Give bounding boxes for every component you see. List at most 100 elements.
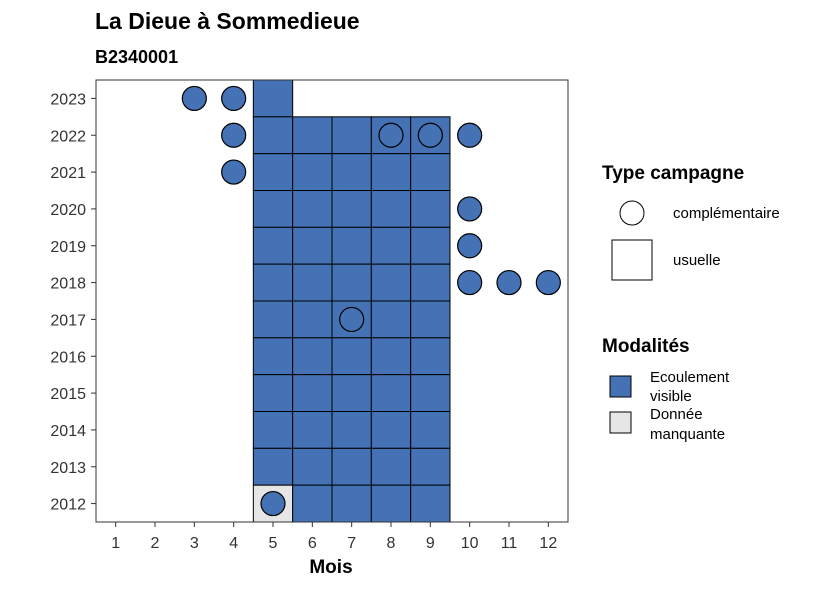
cell-usuelle-2015-6 bbox=[292, 374, 333, 412]
cell-usuelle-2023-5 bbox=[252, 79, 294, 118]
cell-usuelle-2019-5 bbox=[252, 226, 294, 265]
x-tick-label: 2 bbox=[151, 535, 160, 552]
cell-usuelle-2014-9 bbox=[410, 411, 451, 449]
point-complementaire-2022-8 bbox=[378, 122, 404, 148]
x-tick-label: 12 bbox=[539, 535, 557, 552]
cell-usuelle-2013-6 bbox=[292, 447, 333, 486]
cell-usuelle-2015-9 bbox=[410, 374, 451, 412]
x-tick-label: 1 bbox=[111, 535, 120, 552]
cell-usuelle-2013-9 bbox=[410, 447, 451, 486]
point-complementaire-2022-9 bbox=[417, 122, 443, 148]
cell-usuelle-2020-8 bbox=[370, 190, 412, 228]
cell-usuelle-2015-8 bbox=[370, 374, 412, 412]
cell-usuelle-2017-9 bbox=[410, 300, 451, 339]
cell-usuelle-2021-9 bbox=[410, 153, 451, 192]
point-complementaire-2018-10 bbox=[457, 269, 483, 296]
legend-square-symbol bbox=[611, 239, 653, 281]
legend-campaign-label: usuelle bbox=[673, 252, 721, 269]
cell-usuelle-2018-9 bbox=[410, 263, 451, 302]
x-tick-label: 3 bbox=[190, 535, 199, 552]
cell-usuelle-2020-5 bbox=[252, 190, 294, 228]
cell-usuelle-2018-5 bbox=[252, 263, 294, 302]
cell-usuelle-2021-8 bbox=[370, 153, 412, 192]
cell-usuelle-2020-9 bbox=[410, 190, 451, 228]
legend-modalities-title: Modalités bbox=[602, 336, 690, 357]
point-complementaire-2018-12 bbox=[535, 269, 561, 296]
y-tick-label: 2019 bbox=[50, 239, 86, 256]
y-tick-label: 2022 bbox=[50, 128, 86, 145]
cell-usuelle-2021-7 bbox=[331, 153, 372, 192]
cell-usuelle-2014-7 bbox=[331, 411, 372, 449]
cell-usuelle-2017-5 bbox=[252, 300, 294, 339]
x-tick-label: 4 bbox=[229, 535, 238, 552]
cell-usuelle-2016-6 bbox=[292, 337, 333, 376]
point-complementaire-2020-10 bbox=[457, 196, 483, 222]
x-tick-label: 10 bbox=[461, 535, 479, 552]
y-tick-label: 2012 bbox=[50, 497, 86, 514]
cell-usuelle-2015-7 bbox=[331, 374, 372, 412]
cell-usuelle-2022-7 bbox=[331, 116, 372, 155]
cell-usuelle-2018-7 bbox=[331, 263, 372, 302]
cell-usuelle-2020-7 bbox=[331, 190, 372, 228]
legend-modalities: Modalités Ecoulement visible Donnée manq… bbox=[602, 336, 730, 443]
chart-title: La Dieue à Sommedieue bbox=[95, 8, 360, 34]
cell-usuelle-2016-9 bbox=[410, 337, 451, 376]
x-axis: 1 2 3 4 5 6 7 8 9 10 11 12 bbox=[111, 522, 557, 552]
cell-usuelle-2019-8 bbox=[370, 226, 412, 265]
cell-usuelle-2022-5 bbox=[252, 116, 294, 155]
legend-swatch-ecoulement bbox=[609, 375, 632, 398]
cell-usuelle-2012-7 bbox=[331, 484, 372, 523]
cell-usuelle-2019-7 bbox=[331, 226, 372, 265]
cell-usuelle-2019-9 bbox=[410, 226, 451, 265]
cell-usuelle-2017-6 bbox=[292, 300, 333, 339]
point-complementaire-2023-4 bbox=[221, 85, 247, 112]
x-tick-label: 9 bbox=[426, 535, 435, 552]
chart-subtitle: B2340001 bbox=[95, 47, 178, 67]
y-tick-label: 2015 bbox=[50, 386, 86, 403]
chart-marks bbox=[181, 79, 561, 523]
legend-modality-label: visible bbox=[650, 388, 692, 405]
cell-usuelle-2019-6 bbox=[292, 226, 333, 265]
cell-usuelle-2013-5 bbox=[252, 447, 294, 486]
y-tick-label: 2016 bbox=[50, 349, 86, 366]
cell-usuelle-2014-5 bbox=[252, 411, 294, 449]
y-tick-label: 2018 bbox=[50, 276, 86, 293]
legend-circle-symbol bbox=[619, 200, 645, 226]
cell-usuelle-2012-9 bbox=[410, 484, 451, 523]
x-tick-label: 6 bbox=[308, 535, 317, 552]
y-tick-label: 2020 bbox=[50, 202, 86, 219]
point-complementaire-2022-10 bbox=[457, 122, 483, 148]
cell-usuelle-2022-6 bbox=[292, 116, 333, 155]
y-tick-label: 2023 bbox=[50, 91, 86, 108]
cell-usuelle-2016-5 bbox=[252, 337, 294, 376]
point-complementaire-2012-5 bbox=[260, 490, 286, 517]
legend-modality-label: Donnée bbox=[650, 406, 703, 423]
y-axis: 2012 2013 2014 2015 2016 2017 2018 2019 2020 2021… bbox=[50, 91, 96, 514]
x-tick-label: 5 bbox=[269, 535, 278, 552]
cell-usuelle-2012-6 bbox=[292, 484, 333, 523]
plot-border bbox=[95, 79, 569, 523]
cell-usuelle-2018-6 bbox=[292, 263, 333, 302]
cell-usuelle-2021-6 bbox=[292, 153, 333, 192]
point-complementaire-2017-7 bbox=[339, 306, 365, 333]
cell-usuelle-2016-8 bbox=[370, 337, 412, 376]
y-tick-label: 2013 bbox=[50, 460, 86, 477]
legend-swatch-donnee-manquante bbox=[609, 411, 632, 434]
cell-usuelle-2016-7 bbox=[331, 337, 372, 376]
cell-usuelle-2013-7 bbox=[331, 447, 372, 486]
point-complementaire-2019-10 bbox=[457, 233, 483, 259]
x-tick-label: 7 bbox=[347, 535, 356, 552]
cell-usuelle-2021-5 bbox=[252, 153, 294, 192]
cell-usuelle-2013-8 bbox=[370, 447, 412, 486]
cell-usuelle-2018-8 bbox=[370, 263, 412, 302]
x-tick-label: 8 bbox=[387, 535, 396, 552]
x-axis-title: Mois bbox=[309, 557, 352, 578]
point-complementaire-2022-4 bbox=[221, 122, 247, 148]
legend-campaign-label: complémentaire bbox=[673, 205, 780, 222]
legend-modality-label: Ecoulement bbox=[650, 369, 730, 386]
point-complementaire-2021-4 bbox=[221, 159, 247, 185]
cell-usuelle-2017-8 bbox=[370, 300, 412, 339]
cell-usuelle-2015-5 bbox=[252, 374, 294, 412]
legend-modality-label: manquante bbox=[650, 426, 725, 443]
